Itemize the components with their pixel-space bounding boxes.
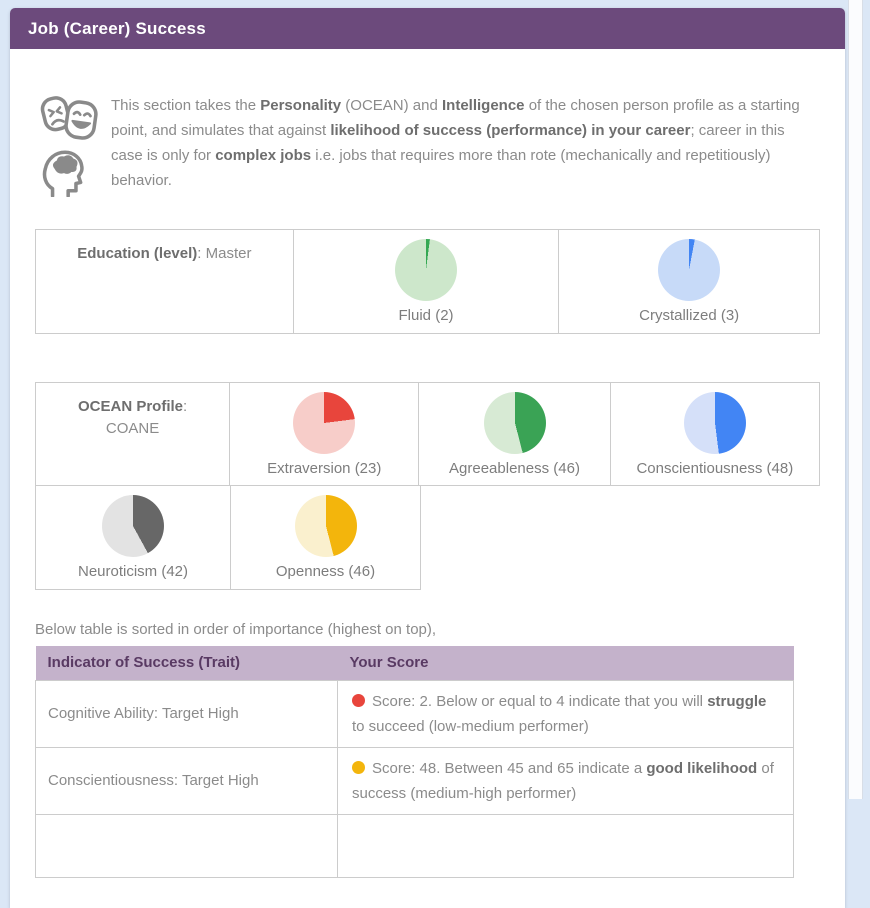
intro-block: This section takes the Personality (OCEA… (35, 93, 820, 197)
openness-pie-label: Openness (46) (275, 563, 376, 580)
education-level-cell: Education (level): Master (35, 229, 294, 334)
crystallized-pie-cell: Crystallized (3) (558, 229, 820, 334)
neuroticism-pie-label: Neuroticism (42) (77, 563, 189, 580)
fluid-pie-label: Fluid (2) (398, 307, 454, 324)
table-header-row: Indicator of Success (Trait) Your Score (35, 646, 794, 680)
score-description-cell (337, 813, 794, 878)
extraversion-pie-cell: Extraversion (23) (229, 382, 420, 486)
extraversion-pie-label: Extraversion (23) (267, 460, 382, 477)
section-content: This section takes the Personality (OCEA… (10, 93, 845, 878)
vertical-scrollbar[interactable] (848, 0, 863, 799)
agreeableness-pie-cell: Agreeableness (46) (418, 382, 611, 486)
score-description: Score: 48. Between 45 and 65 indicate a … (352, 759, 774, 802)
extraversion-pie-chart (293, 392, 356, 454)
conscientiousness-pie-cell: Conscientiousness (48) (609, 382, 821, 486)
section-header: Job (Career) Success (10, 8, 845, 49)
column-header-your-score: Your Score (337, 646, 794, 680)
score-description-cell: Score: 48. Between 45 and 65 indicate a … (337, 746, 794, 815)
ocean-profile-cell: OCEAN Profile: COANE (34, 382, 231, 486)
score-description-cell: Score: 2. Below or equal to 4 indicate t… (337, 679, 794, 748)
conscientiousness-pie-label: Conscientiousness (48) (636, 460, 794, 477)
education-intelligence-table: Education (level): Master Fluid (2) Crys… (35, 229, 820, 334)
agreeableness-pie-label: Agreeableness (46) (449, 460, 580, 477)
page-title: Job (Career) Success (28, 18, 206, 38)
column-header-indicator: Indicator of Success (Trait) (35, 646, 338, 680)
head-brain-icon (39, 145, 99, 197)
neuroticism-pie-chart (102, 495, 164, 557)
agreeableness-pie-chart (483, 392, 546, 454)
theater-masks-icon (39, 93, 99, 143)
ocean-profile-table-row-1: OCEAN Profile: COANE Extraversion (23) A… (34, 382, 821, 486)
fluid-pie-chart (395, 239, 458, 301)
table-row: OCEAN Profile: COANE Extraversion (23) A… (34, 382, 821, 486)
score-description: Score: 2. Below or equal to 4 indicate t… (352, 692, 767, 735)
table-row (35, 813, 794, 878)
trait-label: Cognitive Ability: Target High (35, 679, 338, 748)
intro-paragraph: This section takes the Personality (OCEA… (111, 97, 800, 189)
sort-order-note: Below table is sorted in order of import… (35, 621, 437, 638)
table-row: Cognitive Ability: Target High Score: 2.… (35, 679, 794, 748)
openness-pie-cell: Openness (46) (230, 485, 421, 590)
fluid-pie-cell: Fluid (2) (292, 229, 560, 334)
table-row: Education (level): Master Fluid (2) Crys… (35, 229, 820, 334)
neuroticism-pie-cell: Neuroticism (42) (35, 485, 231, 590)
status-dot-yellow-icon (352, 760, 365, 774)
ocean-profile-table-row-2: Neuroticism (42) Openness (46) (35, 485, 421, 590)
crystallized-pie-label: Crystallized (3) (639, 307, 740, 324)
trait-label (35, 813, 338, 878)
table-row: Neuroticism (42) Openness (46) (35, 485, 421, 590)
trait-label: Conscientiousness: Target High (35, 746, 338, 815)
crystallized-pie-chart (658, 239, 721, 301)
conscientiousness-pie-chart (683, 392, 746, 454)
intro-icon-column (35, 93, 99, 197)
status-dot-red-icon (352, 693, 365, 707)
report-card: Job (Career) Success (10, 8, 845, 908)
openness-pie-chart (294, 495, 357, 557)
indicator-score-table: Indicator of Success (Trait) Your Score … (35, 646, 794, 878)
table-row: Conscientiousness: Target High Score: 48… (35, 746, 794, 815)
